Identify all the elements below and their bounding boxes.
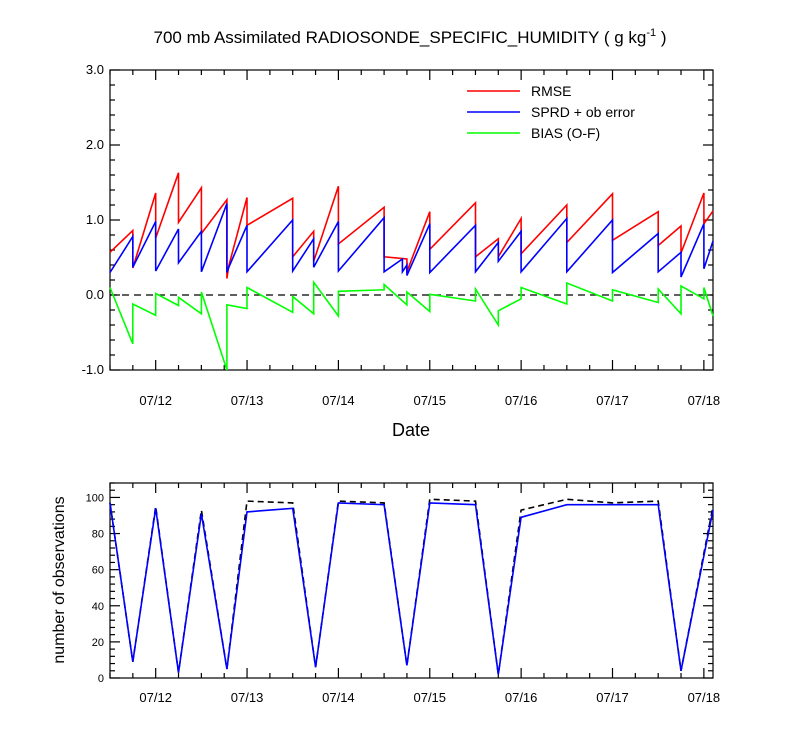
top-xtick-label-07-14: 07/14: [322, 393, 355, 408]
bottom-ytick-label-100: 100: [86, 492, 104, 504]
bottom-ytick-label-0: 0: [98, 673, 104, 685]
top-y-tick-labels: -1.0 0.0 1.0 2.0 3.0: [82, 62, 104, 377]
legend-label-sprd: SPRD + ob error: [531, 104, 635, 120]
bottom-xtick-label-07-16: 07/16: [505, 690, 538, 705]
bottom-xtick-label-07-14: 07/14: [322, 690, 355, 705]
legend-label-bias: BIAS (O-F): [531, 125, 600, 141]
top-xtick-label-07-15: 07/15: [413, 393, 446, 408]
bottom-ytick-label-20: 20: [92, 637, 104, 649]
bottom-ytick-label-80: 80: [92, 529, 104, 541]
top-xtick-label-07-16: 07/16: [505, 393, 538, 408]
top-series-group: [109, 172, 714, 371]
bottom-y-tick-labels: 0 20 40 60 80 100: [86, 492, 104, 685]
top-series-sprd-ob-error: [109, 203, 714, 278]
x-axis-label: Date: [392, 420, 430, 440]
top-axis-ticks: [109, 69, 713, 371]
top-xtick-label-07-12: 07/12: [139, 393, 172, 408]
bottom-series-total-observations: [109, 498, 714, 675]
top-xtick-label-07-17: 07/17: [596, 393, 629, 408]
top-x-tick-labels: 07/12 07/13 07/14 07/15 07/16 07/17 07/18: [139, 393, 720, 408]
top-series-bias-o-f: [109, 279, 714, 371]
bottom-x-tick-labels: 07/12 07/13 07/14 07/15 07/16 07/17 07/18: [139, 690, 720, 705]
bottom-xtick-label-07-12: 07/12: [139, 690, 172, 705]
top-ytick-label-1-0: -1.0: [82, 362, 104, 377]
legend: RMSE SPRD + ob error BIAS (O-F): [467, 83, 635, 141]
bottom-ytick-label-60: 60: [92, 565, 104, 577]
legend-label-rmse: RMSE: [531, 83, 571, 99]
top-xtick-label-07-13: 07/13: [231, 393, 264, 408]
top-ytick-label-2-0: 2.0: [86, 137, 104, 152]
bottom-plot-frame: [109, 482, 714, 679]
bottom-series-assimilated-observations: [109, 502, 714, 675]
bottom-xtick-label-07-18: 07/18: [688, 690, 721, 705]
top-ytick-label-3-0: 3.0: [86, 62, 104, 77]
bottom-axis-ticks: [109, 482, 713, 679]
bottom-ytick-label-40: 40: [92, 601, 104, 613]
y-axis-label-observations: number of observations: [51, 496, 68, 663]
top-xtick-label-07-18: 07/18: [688, 393, 721, 408]
top-ytick-label-1-0: 1.0: [86, 212, 104, 227]
top-ytick-label-0-0: 0.0: [86, 287, 104, 302]
chart-title: 700 mb Assimilated RADIOSONDE_SPECIFIC_H…: [153, 27, 666, 47]
top-series-rmse: [109, 172, 714, 279]
bottom-xtick-label-07-13: 07/13: [231, 690, 264, 705]
bottom-series-group: [109, 498, 714, 675]
bottom-xtick-label-07-17: 07/17: [596, 690, 629, 705]
bottom-xtick-label-07-15: 07/15: [413, 690, 446, 705]
